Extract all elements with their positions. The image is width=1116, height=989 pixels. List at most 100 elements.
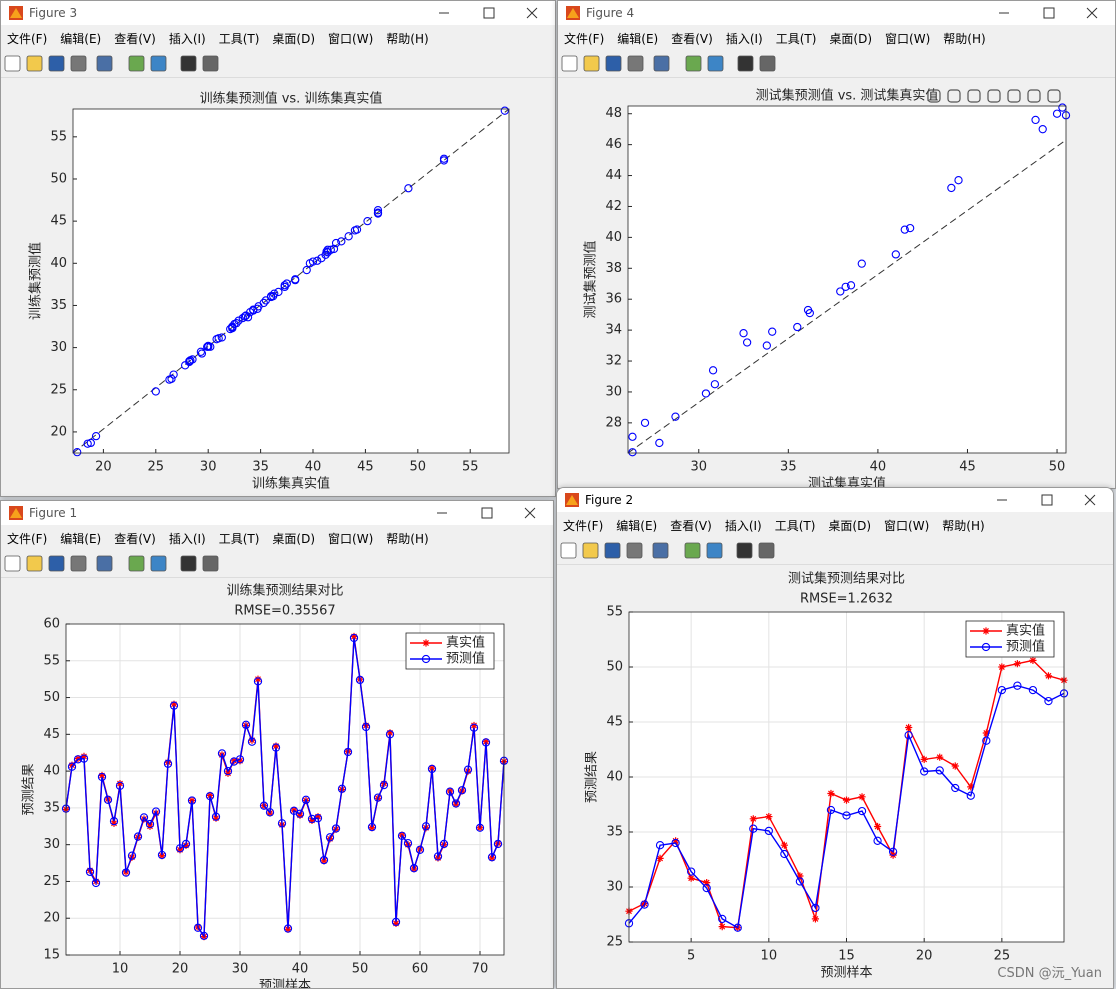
figure-canvas: 30 35 40 45 50 28 30 32 34 36 38 40 42 44 46 48 测试集预测值 v… [583, 88, 1071, 488]
menu-item[interactable]: 桌面(D) [272, 531, 316, 546]
figure-window[interactable]: 30 35 40 45 50 28 30 32 34 36 38 40 42 44 46 48 测试集预测值 v… [557, 0, 1116, 489]
toolbar-button[interactable] [26, 55, 43, 72]
toolbar-button[interactable] [202, 55, 219, 72]
close-button[interactable] [1086, 7, 1098, 19]
scatter-point [217, 333, 226, 342]
menu-item[interactable]: 文件(F) [564, 31, 605, 46]
close-button[interactable] [526, 7, 538, 19]
toolbar-button[interactable] [4, 55, 21, 72]
menu-item[interactable]: 工具(T) [218, 531, 260, 546]
series-marker [247, 737, 257, 746]
toolbar-button[interactable] [48, 555, 65, 572]
menu-item[interactable]: 桌面(D) [828, 518, 872, 533]
toolbar-button[interactable] [706, 542, 723, 559]
scatter-point [323, 245, 332, 254]
menu-item[interactable]: 文件(F) [7, 531, 48, 546]
toolbar-button[interactable] [70, 55, 87, 72]
toolbar-button[interactable] [582, 542, 599, 559]
menu-item[interactable]: 编辑(E) [60, 531, 102, 546]
figure-window[interactable]: 5 10 15 20 25 25 30 35 40 45 50 55 测试集预测结果对比 RMSE=1.2… [556, 487, 1114, 989]
toolbar-button[interactable] [150, 555, 167, 572]
chart-subtitle: RMSE=1.2632 [800, 592, 893, 607]
menu-item[interactable]: 文件(F) [563, 518, 604, 533]
menu-item[interactable]: 窗口(W) [328, 31, 374, 46]
toolbar-button[interactable] [26, 555, 43, 572]
figure-window[interactable]: 20 25 30 35 40 45 50 55 20 25 30 35 40 45 50 55 训练集预测值 v… [0, 0, 556, 497]
toolbar-button[interactable] [150, 55, 167, 72]
menu-item[interactable]: 工具(T) [774, 518, 816, 533]
menu-item[interactable]: 帮助(H) [386, 531, 429, 546]
toolbar-button[interactable] [202, 555, 219, 572]
toolbar-button[interactable] [96, 55, 113, 72]
toolbar-button[interactable] [48, 55, 65, 72]
menu-item[interactable]: 帮助(H) [386, 31, 429, 46]
series-marker [749, 824, 758, 833]
menu-item[interactable]: 桌面(D) [829, 31, 873, 46]
toolbar-button[interactable] [626, 542, 643, 559]
menu-item[interactable]: 查看(V) [114, 31, 156, 46]
menu-item[interactable]: 查看(V) [670, 518, 712, 533]
toolbar-button[interactable] [605, 55, 622, 72]
x-axis-label: 预测样本 [259, 979, 311, 989]
series-marker [811, 915, 820, 923]
maximize-button[interactable] [1043, 7, 1055, 19]
toolbar-button[interactable] [684, 542, 701, 559]
toolbar-button[interactable] [627, 55, 644, 72]
menu-item[interactable]: 插入(I) [725, 31, 763, 46]
toolbar-button[interactable] [653, 55, 670, 72]
toolbar-button[interactable] [4, 555, 21, 572]
menu-item[interactable]: 插入(I) [168, 531, 206, 546]
toolbar-button[interactable] [652, 542, 669, 559]
series-marker [314, 813, 322, 821]
toolbar-button[interactable] [128, 55, 145, 72]
toolbar-button[interactable] [96, 555, 113, 572]
figure-window[interactable]: 10 20 30 40 50 60 70 15 20 25 30 35 40 45 50 55 60 训练集预测结… [0, 500, 554, 989]
maximize-button[interactable] [483, 7, 495, 19]
menu-item[interactable]: 桌面(D) [272, 31, 316, 46]
toolbar-button[interactable] [604, 542, 621, 559]
menu-item[interactable]: 文件(F) [7, 31, 48, 46]
x-tick-label: 60 [412, 962, 429, 977]
toolbar-button[interactable] [583, 55, 600, 72]
toolbar-button[interactable] [707, 55, 724, 72]
toolbar-button[interactable] [736, 542, 753, 559]
close-button[interactable] [1084, 494, 1096, 506]
menu-item[interactable]: 编辑(E) [616, 518, 658, 533]
toolbar-button[interactable] [737, 55, 754, 72]
series-marker [235, 755, 245, 764]
toolbar-button[interactable] [128, 555, 145, 572]
menu-item[interactable]: 插入(I) [168, 31, 206, 46]
toolbar-button[interactable] [180, 555, 197, 572]
close-button[interactable] [524, 507, 536, 519]
menu-item[interactable]: 窗口(W) [884, 518, 930, 533]
toolbar-button[interactable] [561, 55, 578, 72]
app-icon-shape [567, 8, 579, 18]
toolbar-button[interactable] [759, 55, 776, 72]
scatter-point [1052, 109, 1062, 118]
menu-item[interactable]: 查看(V) [114, 531, 156, 546]
menu-item[interactable]: 查看(V) [671, 31, 713, 46]
menu-item[interactable]: 帮助(H) [943, 31, 986, 46]
y-tick-label: 25 [50, 382, 67, 397]
toolbar-button[interactable] [560, 542, 577, 559]
toolbar-button[interactable] [685, 55, 702, 72]
menu-item[interactable]: 帮助(H) [942, 518, 985, 533]
menu-item[interactable]: 编辑(E) [617, 31, 659, 46]
toolbar-button[interactable] [70, 555, 87, 572]
menu-item[interactable]: 编辑(E) [60, 31, 102, 46]
series-marker [655, 841, 665, 850]
menu-item[interactable]: 工具(T) [218, 31, 260, 46]
toolbar-button[interactable] [180, 55, 197, 72]
menu-item[interactable]: 窗口(W) [328, 531, 374, 546]
menu-item[interactable]: 窗口(W) [885, 31, 931, 46]
series-marker [73, 755, 83, 764]
scatter-point [83, 439, 92, 448]
maximize-button[interactable] [1041, 494, 1053, 506]
menu-item[interactable]: 插入(I) [724, 518, 762, 533]
x-tick-label: 45 [959, 460, 976, 475]
maximize-button[interactable] [481, 507, 493, 519]
menu-item[interactable]: 工具(T) [775, 31, 817, 46]
toolbar-button[interactable] [758, 542, 775, 559]
scatter-point [280, 281, 289, 290]
series-marker [920, 755, 928, 763]
